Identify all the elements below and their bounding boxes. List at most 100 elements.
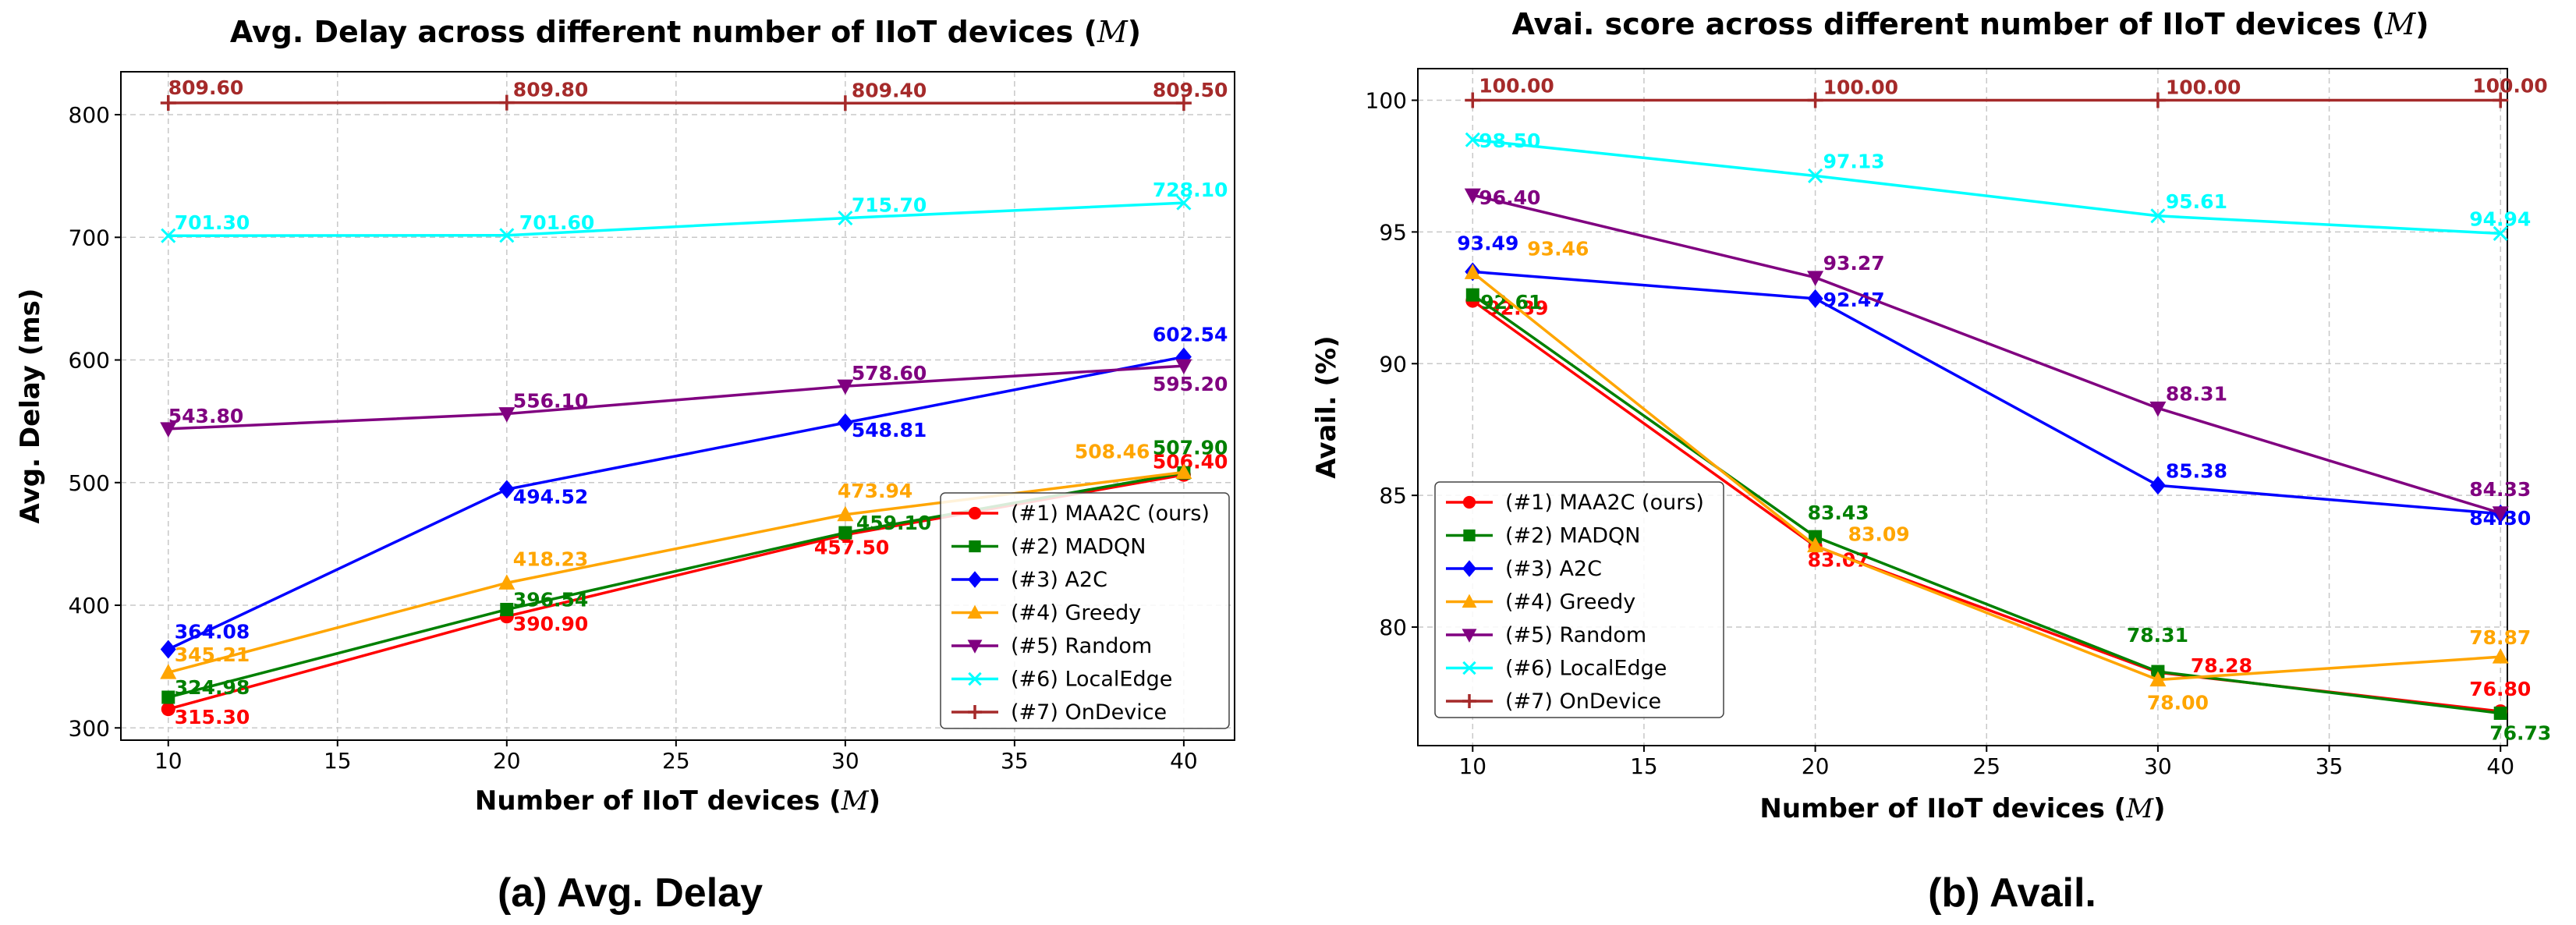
legend-marker bbox=[969, 540, 981, 553]
data-label: 728.10 bbox=[1153, 179, 1228, 201]
data-point bbox=[1809, 530, 1823, 544]
data-point bbox=[2149, 401, 2167, 417]
legend-label: (#6) LocalEdge bbox=[1011, 668, 1172, 692]
y-axis-label: Avg. Delay (ms) bbox=[15, 289, 46, 524]
data-point bbox=[161, 702, 175, 717]
data-label: 100.00 bbox=[1823, 76, 1898, 99]
data-label: 88.31 bbox=[2166, 382, 2227, 405]
legend-marker bbox=[1462, 495, 1476, 509]
data-label: 543.80 bbox=[168, 405, 243, 427]
data-label: 78.31 bbox=[2127, 624, 2188, 647]
data-label: 809.50 bbox=[1153, 79, 1228, 101]
data-label: 95.61 bbox=[2166, 190, 2227, 213]
data-label: 78.87 bbox=[2469, 626, 2531, 649]
data-label: 508.46 bbox=[1075, 440, 1150, 462]
data-label: 396.54 bbox=[513, 588, 588, 611]
data-point bbox=[160, 94, 176, 111]
x-tick-label: 40 bbox=[1170, 748, 1198, 774]
data-point bbox=[498, 94, 515, 111]
data-label: 809.80 bbox=[513, 79, 588, 101]
chart-availability: 10 15 20 25 30 35 40 80 85 90 95 100 Avai. score acr… bbox=[1311, 7, 2551, 916]
x-tick-label: 35 bbox=[1001, 748, 1029, 774]
y-tick-label: 300 bbox=[69, 715, 110, 741]
data-point bbox=[1175, 359, 1192, 375]
data-point bbox=[1464, 188, 1481, 204]
x-axis-label: Number of IIoT devices (M) bbox=[475, 785, 881, 817]
legend-marker bbox=[967, 604, 983, 619]
data-point bbox=[500, 602, 514, 616]
data-label: 315.30 bbox=[175, 706, 250, 728]
data-label: 390.90 bbox=[513, 612, 588, 635]
legend-label: (#4) Greedy bbox=[1011, 601, 1141, 626]
series-line bbox=[168, 201, 1184, 237]
x-tick-label: 15 bbox=[1630, 753, 1658, 779]
data-label: 93.27 bbox=[1823, 252, 1885, 275]
data-point bbox=[1464, 264, 1481, 279]
data-label: 76.80 bbox=[2469, 678, 2531, 700]
y-tick-label: 400 bbox=[69, 593, 110, 618]
plot-frame bbox=[120, 71, 1235, 741]
chart-title: Avai. score across different number of I… bbox=[1512, 7, 2429, 41]
x-tick-label: 20 bbox=[1802, 753, 1830, 779]
data-label: 809.60 bbox=[168, 76, 243, 99]
data-point bbox=[160, 640, 176, 659]
legend-marker bbox=[1462, 661, 1476, 675]
legend: (#1) MAA2C (ours) (#2) MADQN (#3) A2C (#4) … bbox=[940, 492, 1230, 729]
data-point bbox=[161, 690, 175, 704]
data-point bbox=[2149, 671, 2167, 687]
figure-caption: (b) Avail. bbox=[1928, 870, 2096, 916]
data-point bbox=[1465, 92, 1481, 108]
series-line bbox=[168, 355, 1185, 651]
plot-frame bbox=[1417, 68, 2508, 746]
data-label: 96.40 bbox=[1479, 186, 1540, 209]
legend-marker bbox=[1462, 560, 1476, 577]
data-point bbox=[1808, 168, 1823, 184]
data-label: 809.40 bbox=[852, 79, 927, 101]
legend-marker bbox=[968, 705, 982, 719]
data-point bbox=[1176, 195, 1192, 211]
series-5: 701.30 701.60 715.70 728.10 bbox=[161, 179, 1228, 243]
data-point bbox=[1807, 289, 1823, 308]
y-tick-label: 90 bbox=[1379, 351, 1407, 377]
legend-label: (#2) MADQN bbox=[1505, 524, 1640, 548]
x-tick-label: 10 bbox=[1458, 753, 1486, 779]
data-label: 701.30 bbox=[175, 211, 250, 234]
data-point bbox=[1175, 463, 1192, 479]
data-point bbox=[1465, 132, 1480, 147]
y-tick-label: 100 bbox=[1366, 88, 1407, 114]
data-label: 100.00 bbox=[2166, 76, 2241, 99]
data-label: 83.43 bbox=[1808, 501, 1869, 524]
data-point bbox=[2493, 225, 2508, 241]
data-label: 83.07 bbox=[1808, 548, 1869, 571]
y-axis-label: Avail. (%) bbox=[1311, 335, 1342, 478]
series-2: 364.08 494.52 548.81 602.54 bbox=[160, 324, 1228, 659]
legend-label: (#1) MAA2C (ours) bbox=[1011, 501, 1210, 526]
data-point bbox=[2492, 506, 2509, 522]
data-point bbox=[837, 413, 853, 433]
y-tick-label: 80 bbox=[1379, 615, 1407, 640]
data-label: 93.49 bbox=[1457, 232, 1518, 254]
x-axis-label: Number of IIoT devices (M) bbox=[1759, 793, 2165, 824]
data-point bbox=[1807, 92, 1823, 108]
legend-marker bbox=[968, 672, 982, 686]
data-label: 418.23 bbox=[513, 548, 588, 570]
series-4: 543.80 556.10 578.60 595.20 bbox=[160, 359, 1228, 438]
data-label: 602.54 bbox=[1153, 324, 1228, 346]
x-tick-label: 15 bbox=[324, 748, 352, 774]
data-point bbox=[2150, 208, 2166, 224]
data-label: 100.00 bbox=[2472, 75, 2547, 97]
legend-label: (#1) MAA2C (ours) bbox=[1505, 491, 1704, 515]
legend-marker bbox=[1462, 694, 1476, 708]
x-tick-label: 25 bbox=[1972, 753, 2000, 779]
data-point bbox=[837, 505, 854, 522]
series-line bbox=[1472, 270, 2501, 516]
data-label: 100.00 bbox=[1479, 75, 1554, 97]
data-label: 364.08 bbox=[175, 621, 250, 643]
data-label: 97.13 bbox=[1823, 150, 1885, 172]
data-point bbox=[499, 228, 515, 243]
data-label: 85.38 bbox=[2166, 459, 2227, 482]
data-point bbox=[498, 574, 516, 590]
x-tick-label: 25 bbox=[662, 748, 690, 774]
